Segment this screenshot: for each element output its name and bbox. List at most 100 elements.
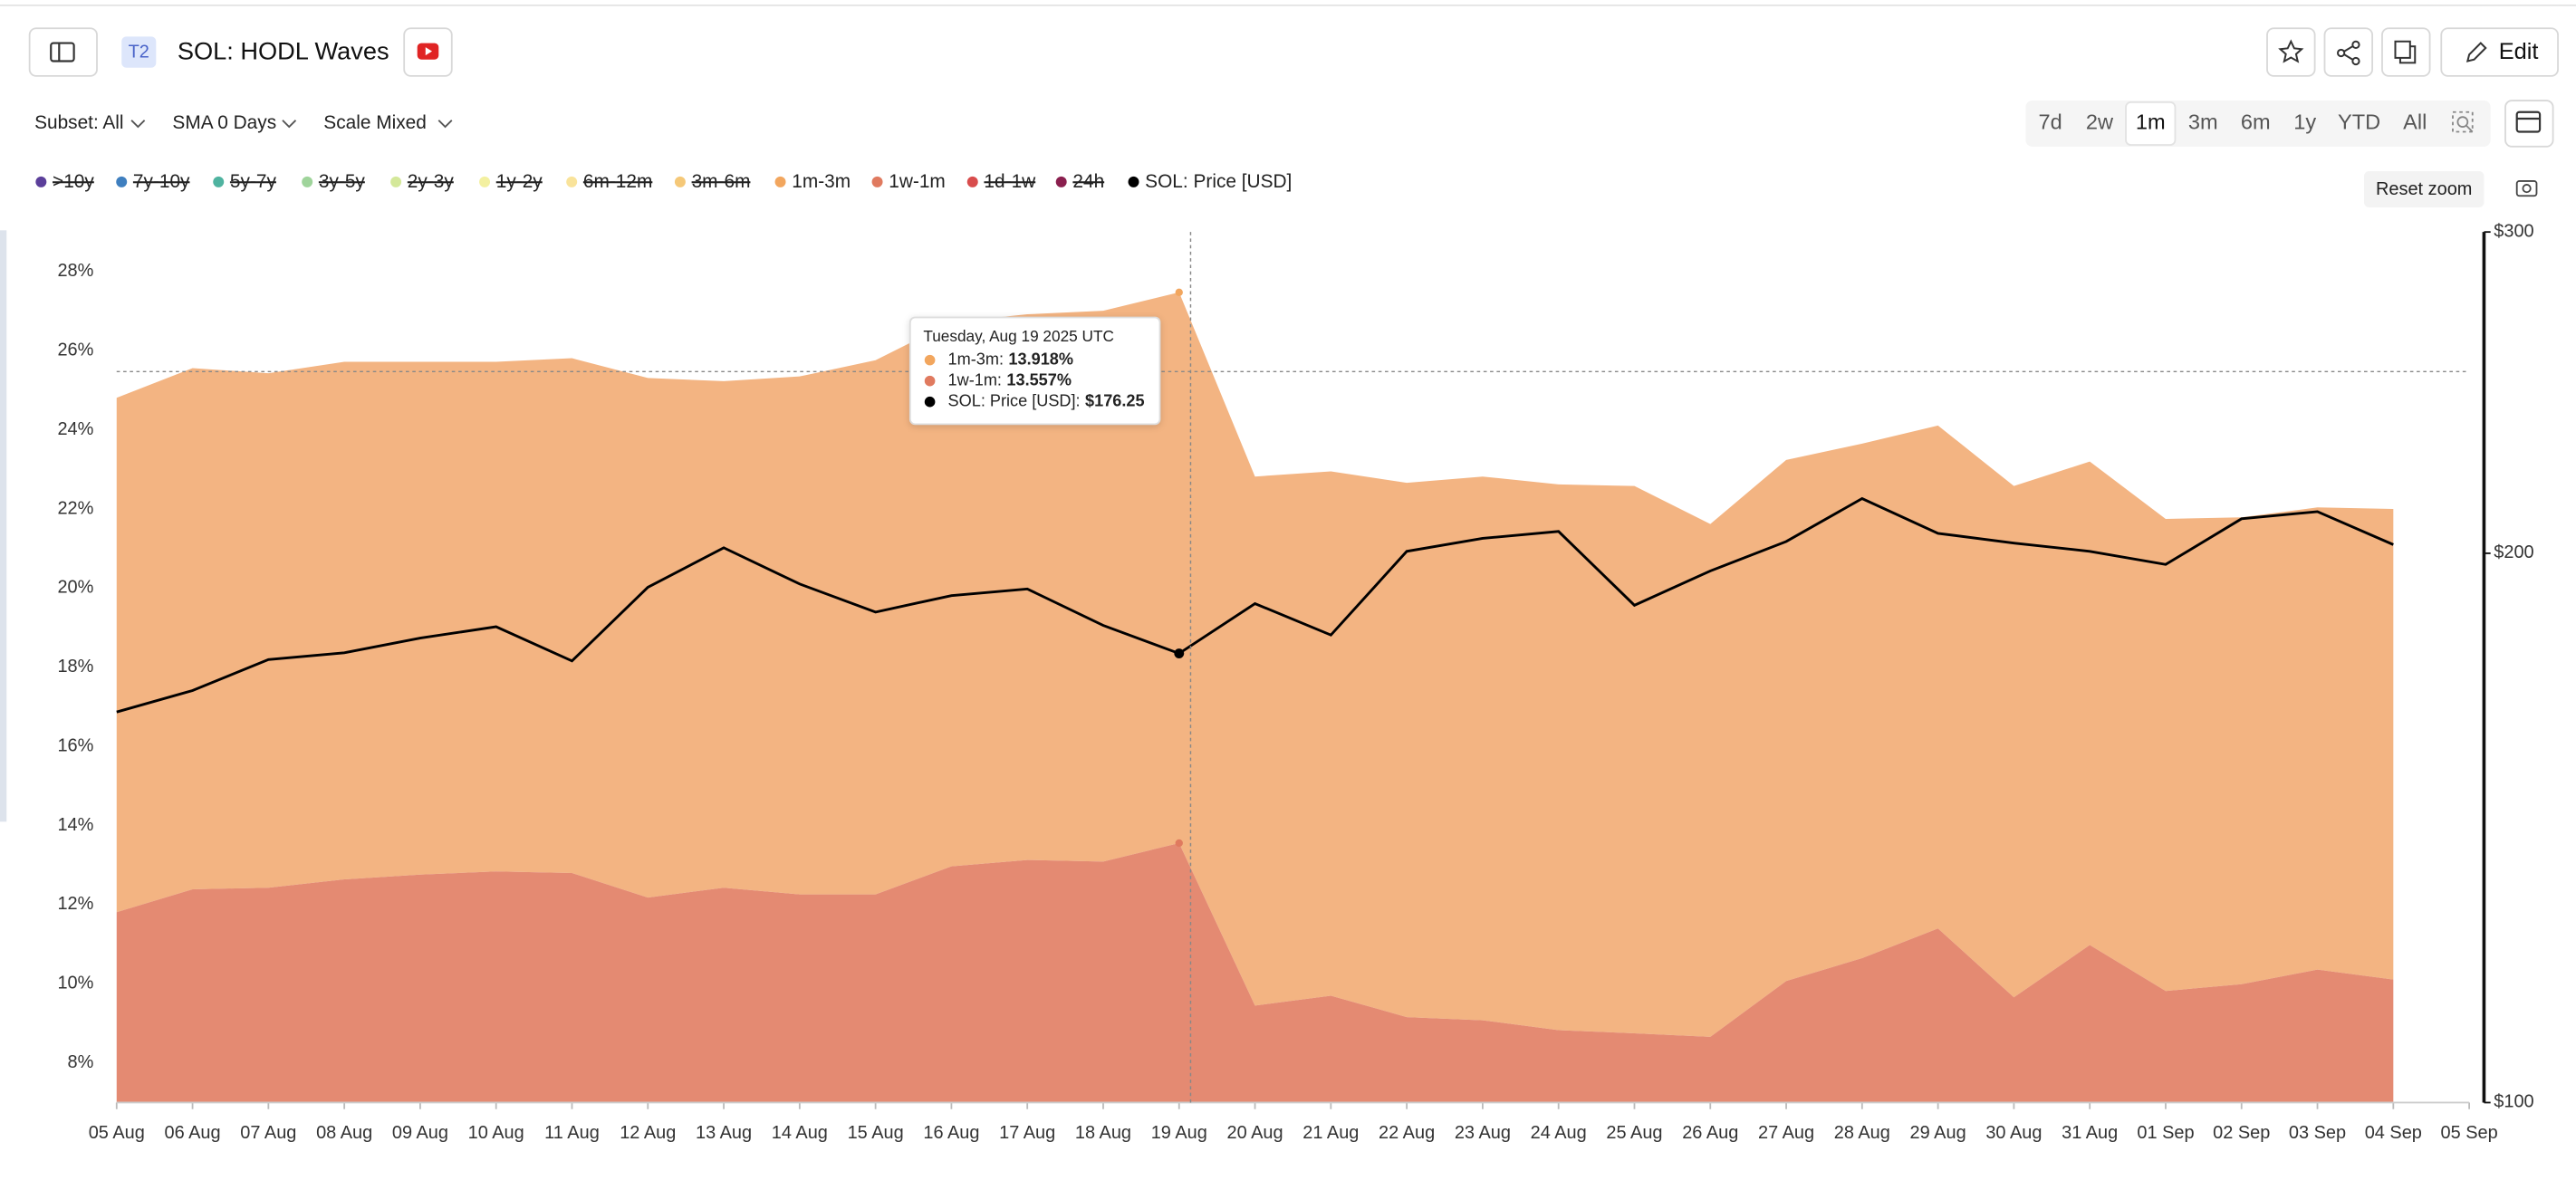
x-tick-label: 11 Aug xyxy=(544,1123,600,1143)
camera-icon[interactable] xyxy=(2515,180,2538,197)
legend-item[interactable]: 3m-6m xyxy=(692,171,751,192)
chevron xyxy=(282,120,297,129)
y-tick-label: 18% xyxy=(57,657,93,677)
x-tick-label: 25 Aug xyxy=(1606,1123,1662,1143)
x-tick-label: 16 Aug xyxy=(923,1123,979,1143)
range-button[interactable]: 6m xyxy=(2241,110,2271,134)
reset-zoom-button[interactable] xyxy=(2364,171,2485,207)
x-tick-label: 14 Aug xyxy=(772,1123,828,1143)
x-tick-label: 20 Aug xyxy=(1227,1123,1283,1143)
x-tick-label: 13 Aug xyxy=(696,1123,752,1143)
tooltip-row: SOL: Price [USD]: $176.25 xyxy=(948,391,1145,409)
share-button[interactable] xyxy=(2323,27,2373,77)
legend-item[interactable]: 1w-1m xyxy=(889,171,946,192)
tooltip-row-label: 1w-1m: xyxy=(948,370,1002,389)
legend-swatch xyxy=(1128,176,1139,187)
x-tick-label: 23 Aug xyxy=(1455,1123,1511,1143)
x-tick-label: 17 Aug xyxy=(999,1123,1055,1143)
x-tick-label: 26 Aug xyxy=(1682,1123,1738,1143)
x-tick-label: 08 Aug xyxy=(316,1123,372,1143)
legend-swatch xyxy=(566,176,578,187)
x-tick-label: 27 Aug xyxy=(1758,1123,1814,1143)
sidebar-icon xyxy=(50,42,75,62)
legend-item[interactable]: 5y-7y xyxy=(230,171,277,192)
y-tick-label: 8% xyxy=(68,1052,94,1072)
x-tick-label: 18 Aug xyxy=(1075,1123,1131,1143)
range-button[interactable]: 7d xyxy=(2038,110,2062,134)
calendar-button[interactable] xyxy=(2504,100,2554,148)
x-tick-label: 09 Aug xyxy=(392,1123,448,1143)
x-tick-label: 21 Aug xyxy=(1302,1123,1359,1143)
hover-dot xyxy=(1174,648,1185,658)
chart-title: SOL: HODL Waves xyxy=(178,37,389,65)
range-button[interactable]: 3m xyxy=(2188,110,2218,134)
camera-lens xyxy=(2522,184,2532,194)
edit-icon xyxy=(2465,42,2487,62)
range-active xyxy=(2125,101,2177,146)
range-button[interactable]: YTD xyxy=(2338,110,2380,134)
legend-swatch xyxy=(774,176,786,187)
tooltip-title: Tuesday, Aug 19 2025 UTC xyxy=(923,327,1114,345)
x-tick-label: 05 Sep xyxy=(2441,1123,2498,1143)
star-button[interactable] xyxy=(2266,27,2316,77)
legend-item[interactable]: 2y-3y xyxy=(408,171,455,192)
area xyxy=(116,842,2394,1103)
x-tick-label: 04 Sep xyxy=(2365,1123,2422,1143)
legend-swatch xyxy=(871,176,883,187)
side-handle xyxy=(0,230,7,822)
y-tick-label: 12% xyxy=(57,894,93,914)
legend-item[interactable]: SOL: Price [USD] xyxy=(1145,171,1292,192)
tooltip-row-label: 1m-3m: xyxy=(948,350,1004,368)
legend-item[interactable]: 7y-10y xyxy=(133,171,190,192)
tooltip-row: 1m-3m: 13.918% xyxy=(948,350,1073,368)
reset-zoom-label: Reset zoom xyxy=(2376,179,2472,199)
x-tick-label: 02 Sep xyxy=(2213,1123,2270,1143)
tooltip-swatch xyxy=(924,396,936,408)
legend-swatch xyxy=(479,176,491,187)
legend-item[interactable]: >10y xyxy=(53,171,94,192)
legend-item[interactable]: 24h xyxy=(1072,171,1104,192)
tooltip-row-value: 13.557% xyxy=(1006,370,1072,389)
range-button[interactable]: 1y xyxy=(2293,110,2316,134)
legend-swatch xyxy=(213,176,225,187)
tooltip-row-value: 13.918% xyxy=(1008,350,1073,368)
legend-item[interactable]: 1y-2y xyxy=(496,171,543,192)
x-tick-label: 07 Aug xyxy=(240,1123,296,1143)
x-tick-label: 01 Sep xyxy=(2137,1123,2194,1143)
x-tick-label: 06 Aug xyxy=(165,1123,221,1143)
tooltip-row-value: $176.25 xyxy=(1085,391,1145,409)
legend-swatch xyxy=(35,176,47,187)
edit-label: Edit xyxy=(2499,39,2539,64)
y-tick-label: 22% xyxy=(57,498,93,518)
x-tick-label: 28 Aug xyxy=(1834,1123,1890,1143)
range-button[interactable]: 2w xyxy=(2086,110,2114,134)
legend-item[interactable]: 1m-3m xyxy=(792,171,851,192)
legend: >10y 7y-10y 5y-7y 3y-5y 2y-3y 1y-2y 6m-12m 3m-6… xyxy=(35,171,1292,192)
x-tick-label: 19 Aug xyxy=(1151,1123,1207,1143)
edit-button[interactable] xyxy=(2440,27,2559,77)
range-button[interactable]: 1m xyxy=(2136,110,2166,134)
sma-dropdown[interactable]: SMA 0 Days xyxy=(172,112,276,133)
y-tick-label: 24% xyxy=(57,419,93,439)
legend-item[interactable]: 1d-1w xyxy=(984,171,1036,192)
legend-item[interactable]: 6m-12m xyxy=(583,171,652,192)
x-tick-label: 10 Aug xyxy=(468,1123,524,1143)
x-tick-label: 05 Aug xyxy=(89,1123,145,1143)
legend-swatch xyxy=(302,176,313,187)
sidebar-button[interactable] xyxy=(28,27,98,77)
subset-dropdown[interactable]: Subset: All xyxy=(34,112,123,133)
tooltip-swatch xyxy=(924,375,936,387)
legend-swatch xyxy=(1055,176,1067,187)
x-tick-label: 29 Aug xyxy=(1910,1123,1966,1143)
legend-item[interactable]: 3y-5y xyxy=(319,171,366,192)
scale-dropdown[interactable]: Scale Mixed xyxy=(323,112,427,133)
area xyxy=(116,292,2394,1037)
y2-tick-label: $300 xyxy=(2494,221,2533,241)
range-button[interactable]: All xyxy=(2403,110,2427,134)
x-tick-label: 12 Aug xyxy=(620,1123,676,1143)
x-tick-label: 31 Aug xyxy=(2062,1123,2118,1143)
tooltip-swatch xyxy=(924,354,936,366)
legend-swatch xyxy=(674,176,686,187)
